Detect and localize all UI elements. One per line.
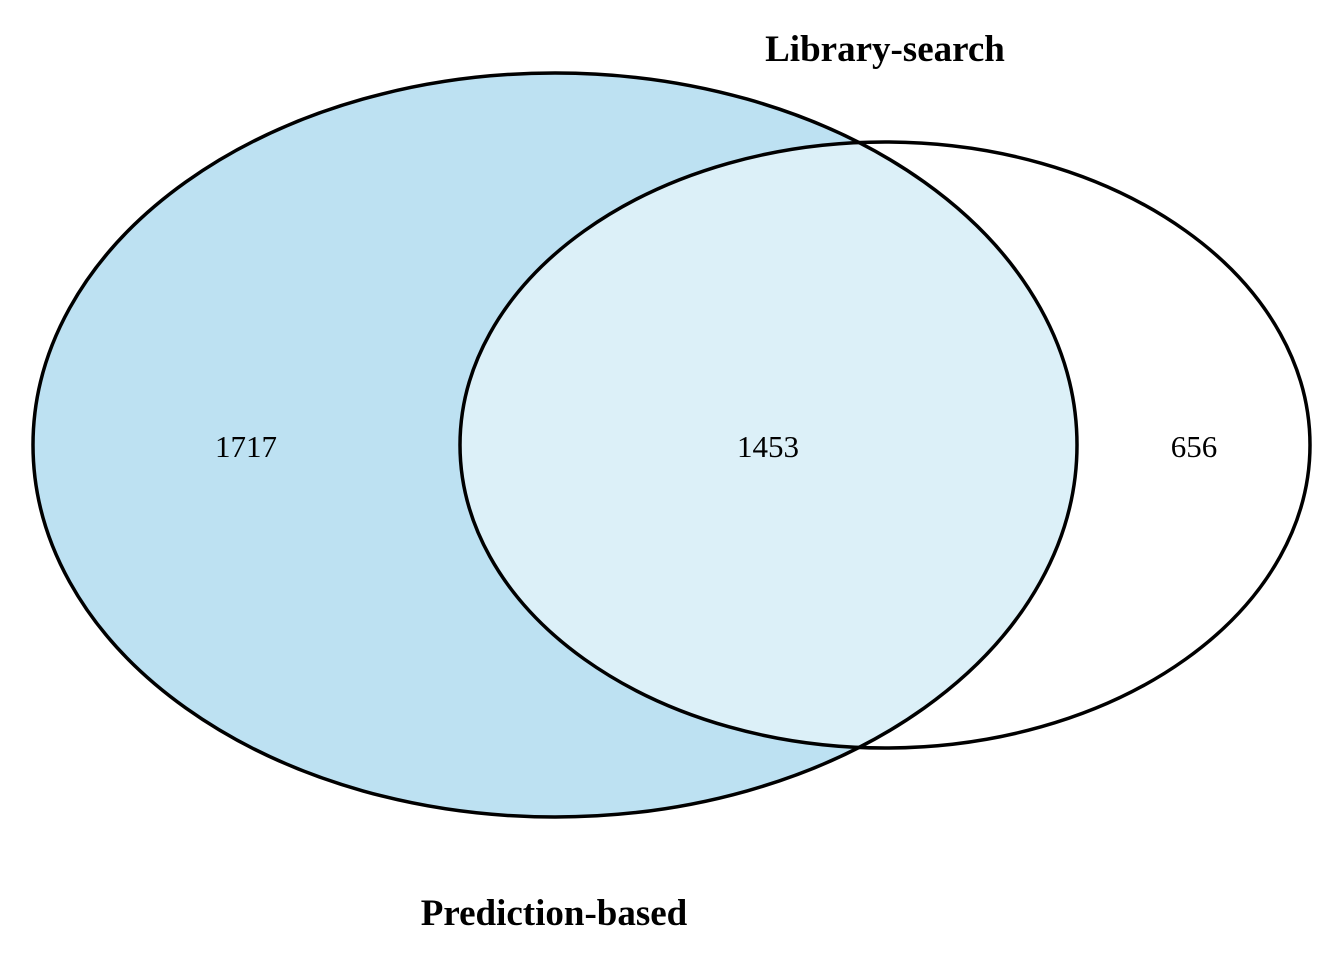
library-search-set-outline bbox=[458, 140, 1312, 750]
prediction-based-label: Prediction-based bbox=[421, 893, 688, 934]
library-search-label: Library-search bbox=[765, 29, 1005, 70]
prediction-only-count: 1717 bbox=[215, 429, 277, 464]
library-only-count: 656 bbox=[1171, 429, 1218, 464]
intersection-region-fill bbox=[460, 142, 1077, 748]
prediction-based-set-outline bbox=[31, 71, 1079, 819]
intersection-count: 1453 bbox=[737, 429, 799, 464]
